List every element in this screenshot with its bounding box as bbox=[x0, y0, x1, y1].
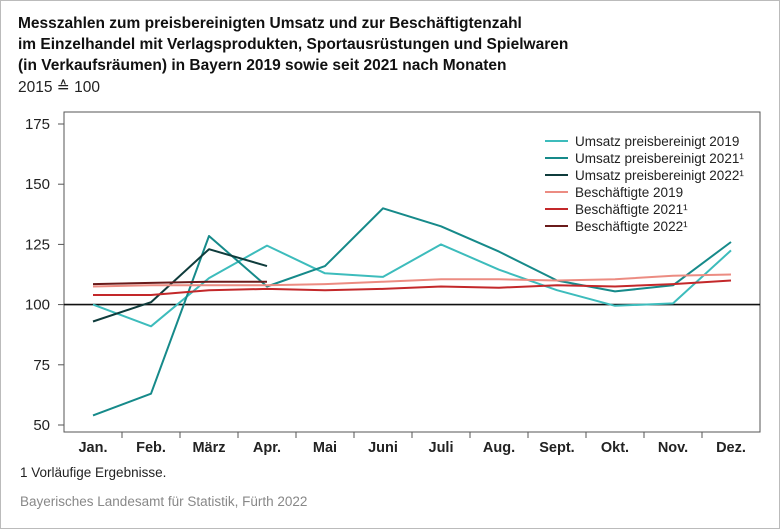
legend-label: Umsatz preisbereinigt 2022¹ bbox=[575, 168, 744, 183]
chart-title: Messzahlen zum preisbereinigten Umsatz u… bbox=[18, 15, 522, 32]
legend-label: Beschäftigte 2021¹ bbox=[575, 202, 688, 217]
series-line bbox=[93, 279, 732, 296]
legend-label: Beschäftigte 2022¹ bbox=[575, 219, 688, 234]
x-tick-label: Nov. bbox=[658, 440, 688, 456]
x-tick-label: Mai bbox=[313, 440, 337, 456]
x-tick-label: März bbox=[192, 440, 225, 456]
y-tick-label: 125 bbox=[25, 236, 50, 253]
x-tick-label: Juni bbox=[368, 440, 398, 456]
chart-title: im Einzelhandel mit Verlagsprodukten, Sp… bbox=[18, 36, 568, 53]
footnote: 1 Vorläufige Ergebnisse. bbox=[20, 465, 166, 480]
chart-subtitle: 2015 ≙ 100 bbox=[18, 79, 100, 96]
y-tick-label: 50 bbox=[33, 417, 50, 434]
x-tick-label: Apr. bbox=[253, 440, 281, 456]
series-line bbox=[92, 248, 268, 323]
series-line bbox=[92, 280, 267, 286]
source: Bayerisches Landesamt für Statistik, Für… bbox=[20, 494, 307, 509]
x-tick-label: Okt. bbox=[601, 440, 629, 456]
y-tick-label: 100 bbox=[25, 297, 50, 314]
y-tick-label: 150 bbox=[25, 176, 50, 193]
y-tick-label: 75 bbox=[33, 357, 50, 374]
x-tick-label: Feb. bbox=[136, 440, 166, 456]
chart-title: (in Verkaufsräumen) in Bayern 2019 sowie… bbox=[18, 57, 506, 74]
series-line bbox=[92, 207, 732, 417]
x-tick-label: Sept. bbox=[539, 440, 574, 456]
x-tick-label: Dez. bbox=[716, 440, 746, 456]
x-tick-label: Juli bbox=[429, 440, 454, 456]
x-tick-label: Aug. bbox=[483, 440, 515, 456]
x-tick-label: Jan. bbox=[78, 440, 107, 456]
series-line bbox=[92, 273, 732, 288]
legend-label: Umsatz preisbereinigt 2021¹ bbox=[575, 151, 744, 166]
legend-label: Umsatz preisbereinigt 2019 bbox=[575, 134, 739, 149]
legend-label: Beschäftigte 2019 bbox=[575, 185, 683, 200]
y-tick-label: 175 bbox=[25, 116, 50, 133]
